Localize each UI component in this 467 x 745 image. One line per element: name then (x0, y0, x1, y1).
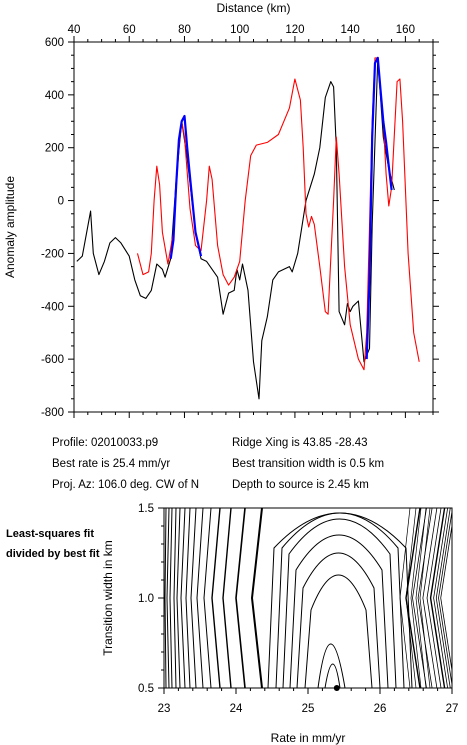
y-tick-label: -800 (41, 407, 64, 419)
profile-label: Profile: 02010033.p9 (52, 437, 159, 449)
best-width-label: Best transition width is 0.5 km (232, 458, 385, 470)
misfit-contour-chart: 23 24 25 26 27 0.5 1.0 1.5 Rate in mm/yr Transiti… (101, 503, 458, 745)
contour-left-9 (196, 508, 204, 688)
y-tick-label: -400 (41, 301, 64, 313)
contour-x-tick-label: 25 (302, 703, 315, 715)
contour-left-10 (203, 508, 212, 688)
contour-left-5 (176, 508, 181, 688)
contour-right-3 (422, 508, 438, 688)
contour-x-tick-label: 24 (230, 703, 243, 715)
contour-arch-1 (296, 552, 381, 688)
contour-y-tick-label: 1.0 (138, 593, 154, 605)
y-tick-label: 0 (58, 196, 64, 208)
y-tick-label: -200 (41, 248, 64, 260)
y-tick-label: -600 (41, 354, 64, 366)
contour-left-14 (250, 508, 263, 688)
contour-x-axis-label: Rate in mm/yr (271, 731, 346, 745)
contour-arch-5 (267, 512, 413, 688)
contour-left-11 (211, 508, 221, 688)
contour-inner-1 (324, 663, 341, 688)
contour-left-7 (185, 508, 191, 688)
series-line-0 (76, 57, 395, 400)
contour-arch-2 (289, 534, 389, 688)
series-line-3 (365, 56, 393, 360)
contour-x-tick-label: 26 (374, 703, 387, 715)
contour-right-9 (440, 522, 452, 674)
best-rate-label: Best rate is 25.4 mm/yr (52, 458, 171, 470)
best-fit-marker (333, 685, 340, 691)
series-line-2 (169, 114, 203, 259)
contour-lines (164, 508, 452, 688)
contour-left-4 (173, 508, 177, 688)
x-tick-label: 160 (396, 24, 415, 36)
contour-arch-0 (304, 574, 373, 688)
contour-left-8 (190, 508, 197, 688)
contour-right-8 (438, 508, 452, 688)
contour-mid-3 (415, 508, 427, 688)
proj-az-label: Proj. Az: 106.0 deg. CW of N (52, 479, 200, 491)
contour-right-1 (412, 508, 427, 688)
contour-inner-0 (317, 643, 346, 688)
contour-y-axis-label: Transition width in km (101, 540, 115, 656)
contour-x-tick-label: 23 (158, 703, 171, 715)
y-tick-label: 400 (45, 90, 64, 102)
x-tick-label: 40 (68, 24, 81, 36)
contour-right-2 (417, 508, 433, 688)
contour-left-2 (166, 508, 170, 688)
contour-mid-4 (419, 508, 431, 688)
x-tick-label: 80 (178, 24, 191, 36)
ridge-xing-label: Ridge Xing is 43.85 -28.43 (232, 437, 368, 449)
y-tick-label: 600 (45, 37, 64, 49)
depth-label: Depth to source is 2.45 km (232, 479, 369, 491)
contour-y-tick-label: 1.5 (138, 503, 154, 515)
contour-left-6 (180, 508, 186, 688)
x-tick-label: 120 (285, 24, 304, 36)
contour-right-4 (426, 508, 442, 688)
series-line-1 (136, 57, 420, 371)
contour-right-7 (435, 508, 451, 688)
misfit-note: Least-squares fit divided by best fit (6, 528, 100, 560)
contour-y-tick-label: 0.5 (138, 683, 154, 695)
contour-right-6 (433, 508, 449, 688)
contour-mid-0 (399, 508, 411, 688)
contour-mid-2 (410, 508, 422, 688)
contour-mid-1 (405, 508, 417, 688)
contour-left-12 (222, 508, 232, 688)
bottom-plot-frame (163, 507, 453, 689)
contour-right-5 (429, 508, 446, 688)
contour-left-3 (169, 508, 173, 688)
x-tick-label: 140 (341, 24, 360, 36)
contour-left-13 (235, 508, 246, 688)
x-tick-label: 100 (230, 24, 249, 36)
contour-x-tick-label: 27 (446, 703, 459, 715)
contour-left-1 (164, 508, 167, 688)
x-tick-label: 60 (123, 24, 136, 36)
anomaly-profile-chart: 40 60 80 100 120 140 160 600 400 200 0 -200 -400 -600… (3, 1, 439, 419)
y-axis-label: Anomaly amplitude (3, 176, 17, 278)
x-axis-label: Distance (km) (216, 1, 290, 15)
contour-arch-3 (282, 518, 397, 688)
y-tick-label: 200 (45, 143, 64, 155)
